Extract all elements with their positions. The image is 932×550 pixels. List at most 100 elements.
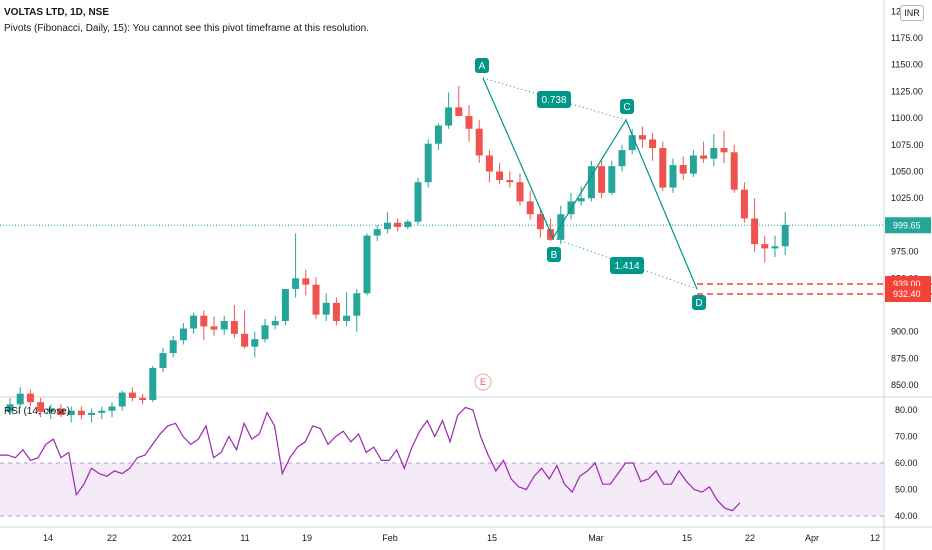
candle[interactable] [740, 182, 748, 223]
candle[interactable] [394, 218, 402, 232]
candle[interactable] [241, 310, 249, 349]
pattern-point-badge[interactable] [547, 247, 561, 262]
candle[interactable] [455, 86, 463, 116]
candle[interactable] [57, 404, 65, 418]
candle[interactable] [373, 224, 381, 241]
candle-body [230, 321, 238, 334]
currency-button[interactable]: INR [900, 5, 924, 21]
candle[interactable] [761, 235, 769, 263]
candle-body [363, 235, 371, 294]
candle[interactable] [638, 126, 646, 149]
candle[interactable] [149, 365, 157, 403]
candle[interactable] [547, 218, 555, 241]
pattern-ratio-badge[interactable] [610, 257, 644, 274]
candle[interactable] [67, 406, 75, 423]
candle[interactable] [618, 144, 626, 172]
candle[interactable] [159, 347, 167, 373]
candle[interactable] [424, 139, 432, 188]
pattern-ratio-badge[interactable] [537, 91, 571, 108]
candle[interactable] [230, 305, 238, 339]
candle[interactable] [108, 402, 116, 418]
candle[interactable] [261, 318, 269, 343]
time-axis-label: 22 [107, 533, 117, 543]
candle[interactable] [414, 177, 422, 225]
candle[interactable] [771, 235, 779, 257]
candle[interactable] [302, 269, 310, 296]
candle[interactable] [506, 171, 514, 188]
candle[interactable] [26, 389, 34, 407]
candle[interactable] [98, 406, 106, 420]
candle[interactable] [200, 310, 208, 341]
candle[interactable] [312, 277, 320, 319]
candle-body [281, 288, 289, 322]
price-tick-label: 1150.00 [891, 60, 923, 70]
candle[interactable] [751, 198, 759, 252]
candle[interactable] [445, 92, 453, 129]
candle[interactable] [47, 404, 55, 420]
candle[interactable] [434, 123, 442, 151]
pattern-path[interactable] [482, 77, 698, 290]
pattern-point-badge[interactable] [475, 58, 489, 73]
candle-body [710, 148, 718, 159]
candle[interactable] [37, 397, 45, 418]
candle[interactable] [598, 160, 606, 199]
candle[interactable] [628, 128, 636, 155]
candle[interactable] [169, 335, 177, 358]
candle[interactable] [88, 408, 96, 423]
candle[interactable] [383, 212, 391, 234]
candle[interactable] [292, 233, 300, 298]
candle[interactable] [77, 406, 85, 420]
candle[interactable] [343, 292, 351, 327]
candle[interactable] [465, 105, 473, 142]
candle[interactable] [139, 393, 147, 405]
candle[interactable] [363, 233, 371, 296]
event-marker[interactable] [474, 373, 492, 391]
candle[interactable] [485, 150, 493, 183]
candle[interactable] [190, 312, 198, 334]
candle[interactable] [720, 130, 728, 163]
candle[interactable] [118, 390, 126, 411]
candle[interactable] [6, 397, 14, 416]
candle[interactable] [128, 387, 136, 402]
candle-body [679, 165, 687, 174]
candle[interactable] [526, 190, 534, 220]
candle[interactable] [577, 186, 585, 206]
candle[interactable] [710, 134, 718, 167]
pattern-point-label: A [479, 61, 486, 72]
candle[interactable] [404, 219, 412, 230]
candle[interactable] [700, 141, 708, 163]
rsi-title[interactable]: RSI (14, close) [4, 406, 71, 417]
candle[interactable] [567, 192, 575, 220]
pivots-indicator-label[interactable]: Pivots (Fibonacci, Daily, 15): You canno… [4, 23, 369, 34]
candle[interactable] [210, 316, 218, 336]
candle[interactable] [271, 315, 279, 330]
candle[interactable] [587, 160, 595, 202]
candle[interactable] [669, 158, 677, 193]
candle[interactable] [332, 297, 340, 326]
pattern-point-badge[interactable] [692, 295, 706, 310]
candle[interactable] [608, 160, 616, 195]
candle[interactable] [659, 141, 667, 191]
rsi-tick-label: 60.00 [895, 458, 918, 468]
candle[interactable] [679, 156, 687, 181]
rsi-line[interactable] [0, 406, 741, 512]
candle[interactable] [16, 387, 24, 409]
candle[interactable] [730, 144, 738, 193]
candle[interactable] [781, 212, 789, 255]
candle[interactable] [220, 315, 228, 335]
candle-body [98, 410, 106, 413]
candle-body [261, 325, 269, 340]
candle[interactable] [496, 162, 504, 185]
candle[interactable] [536, 208, 544, 238]
candle[interactable] [475, 120, 483, 163]
pattern-point-badge[interactable] [620, 99, 634, 114]
candle[interactable] [353, 288, 361, 332]
candle[interactable] [516, 173, 524, 206]
candle[interactable] [649, 133, 657, 161]
candle[interactable] [281, 288, 289, 326]
candle[interactable] [322, 293, 330, 322]
candle[interactable] [689, 150, 697, 177]
candle[interactable] [251, 331, 259, 358]
candle[interactable] [179, 323, 187, 345]
